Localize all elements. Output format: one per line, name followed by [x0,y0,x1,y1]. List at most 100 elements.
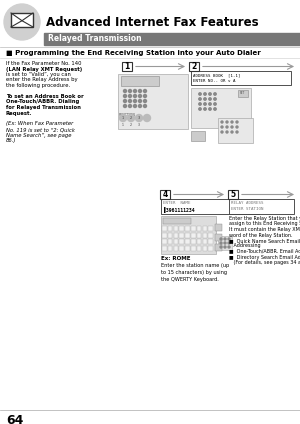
Circle shape [226,126,228,128]
Text: 3: 3 [138,123,140,127]
Circle shape [134,104,136,108]
Text: ■ Programming the End Receiving Station into your Auto Dialer: ■ Programming the End Receiving Station … [6,50,261,56]
Circle shape [139,95,142,98]
Circle shape [231,131,233,133]
Circle shape [139,100,142,103]
Circle shape [134,100,136,103]
Circle shape [221,126,223,128]
Circle shape [209,103,211,105]
Circle shape [220,238,222,240]
Circle shape [226,121,228,123]
Bar [229,199,294,214]
Text: ENTER NO.- OR v A: ENTER NO.- OR v A [193,79,236,83]
Bar [168,226,172,231]
Circle shape [228,238,230,240]
Text: ▌3961111234: ▌3961111234 [163,207,195,213]
FancyBboxPatch shape [160,190,170,199]
Text: RELAY ADDRESS: RELAY ADDRESS [231,201,263,205]
Circle shape [224,242,226,244]
Circle shape [128,114,134,122]
Circle shape [236,126,238,128]
Bar [197,245,201,251]
Bar [118,74,188,129]
Text: Relayed Transmission: Relayed Transmission [48,34,142,43]
Bar [197,232,201,237]
Bar [202,232,207,237]
FancyBboxPatch shape [189,62,199,71]
Text: 64: 64 [6,414,23,424]
Text: Ex: ROME: Ex: ROME [161,256,190,261]
Circle shape [204,103,206,105]
Circle shape [124,95,127,98]
Text: 1: 1 [124,62,130,71]
Text: (LAN Relay XMT Request): (LAN Relay XMT Request) [6,67,82,72]
Bar [197,226,201,231]
Circle shape [220,246,222,248]
Bar [44,33,300,45]
Bar [11,13,33,27]
Bar [191,226,196,231]
Circle shape [124,104,127,108]
Bar [191,232,196,237]
Text: ■  Directory Search Email Addressing: ■ Directory Search Email Addressing [229,254,300,259]
Circle shape [221,121,223,123]
Circle shape [199,93,201,95]
Circle shape [209,98,211,100]
Bar [121,76,159,86]
Bar [162,232,166,237]
Text: 4: 4 [162,190,168,199]
Bar [174,239,178,244]
Bar [191,239,196,244]
Text: 2: 2 [130,116,132,120]
Circle shape [124,100,127,103]
Bar [185,239,190,244]
Text: is set to “Valid”, you can: is set to “Valid”, you can [6,72,71,77]
Bar [215,244,222,251]
Text: for Relayed Transmission: for Relayed Transmission [6,105,81,110]
Circle shape [128,95,131,98]
Bar [179,232,184,237]
Circle shape [134,95,136,98]
Text: 1: 1 [122,116,124,120]
Circle shape [226,131,228,133]
Circle shape [214,98,216,100]
Circle shape [139,104,142,108]
Text: 2: 2 [191,62,196,71]
Bar [168,239,172,244]
Bar [191,131,205,141]
Bar [238,90,248,97]
Bar [161,199,259,214]
Text: Advanced Internet Fax Features: Advanced Internet Fax Features [46,16,259,29]
Circle shape [4,4,40,40]
Text: Enter the Relay Station that you want to: Enter the Relay Station that you want to [229,216,300,221]
Circle shape [224,238,226,240]
Circle shape [214,108,216,110]
Text: 2: 2 [130,123,132,127]
Text: ENTER  NAME: ENTER NAME [163,201,190,205]
Bar [202,245,207,251]
Circle shape [143,114,151,122]
FancyBboxPatch shape [228,190,238,199]
Circle shape [199,98,201,100]
Bar [208,226,213,231]
Circle shape [221,131,223,133]
Circle shape [204,108,206,110]
Bar [161,216,216,254]
Bar [185,226,190,231]
Bar [179,239,184,244]
Bar [168,232,172,237]
Bar [208,245,213,251]
Bar [162,245,166,251]
Circle shape [224,246,226,248]
Bar [162,226,166,231]
Circle shape [199,108,201,110]
Circle shape [236,131,238,133]
Text: If the Fax Parameter No. 140: If the Fax Parameter No. 140 [6,61,82,66]
Bar [174,226,178,231]
Bar [168,245,172,251]
Text: Enter the station name (up
to 15 characters) by using
the QWERTY Keyboard.: Enter the station name (up to 15 charact… [161,263,229,282]
Circle shape [214,103,216,105]
Text: assign to this End Receiving Station.: assign to this End Receiving Station. [229,221,300,226]
Circle shape [228,242,230,244]
Bar [202,239,207,244]
